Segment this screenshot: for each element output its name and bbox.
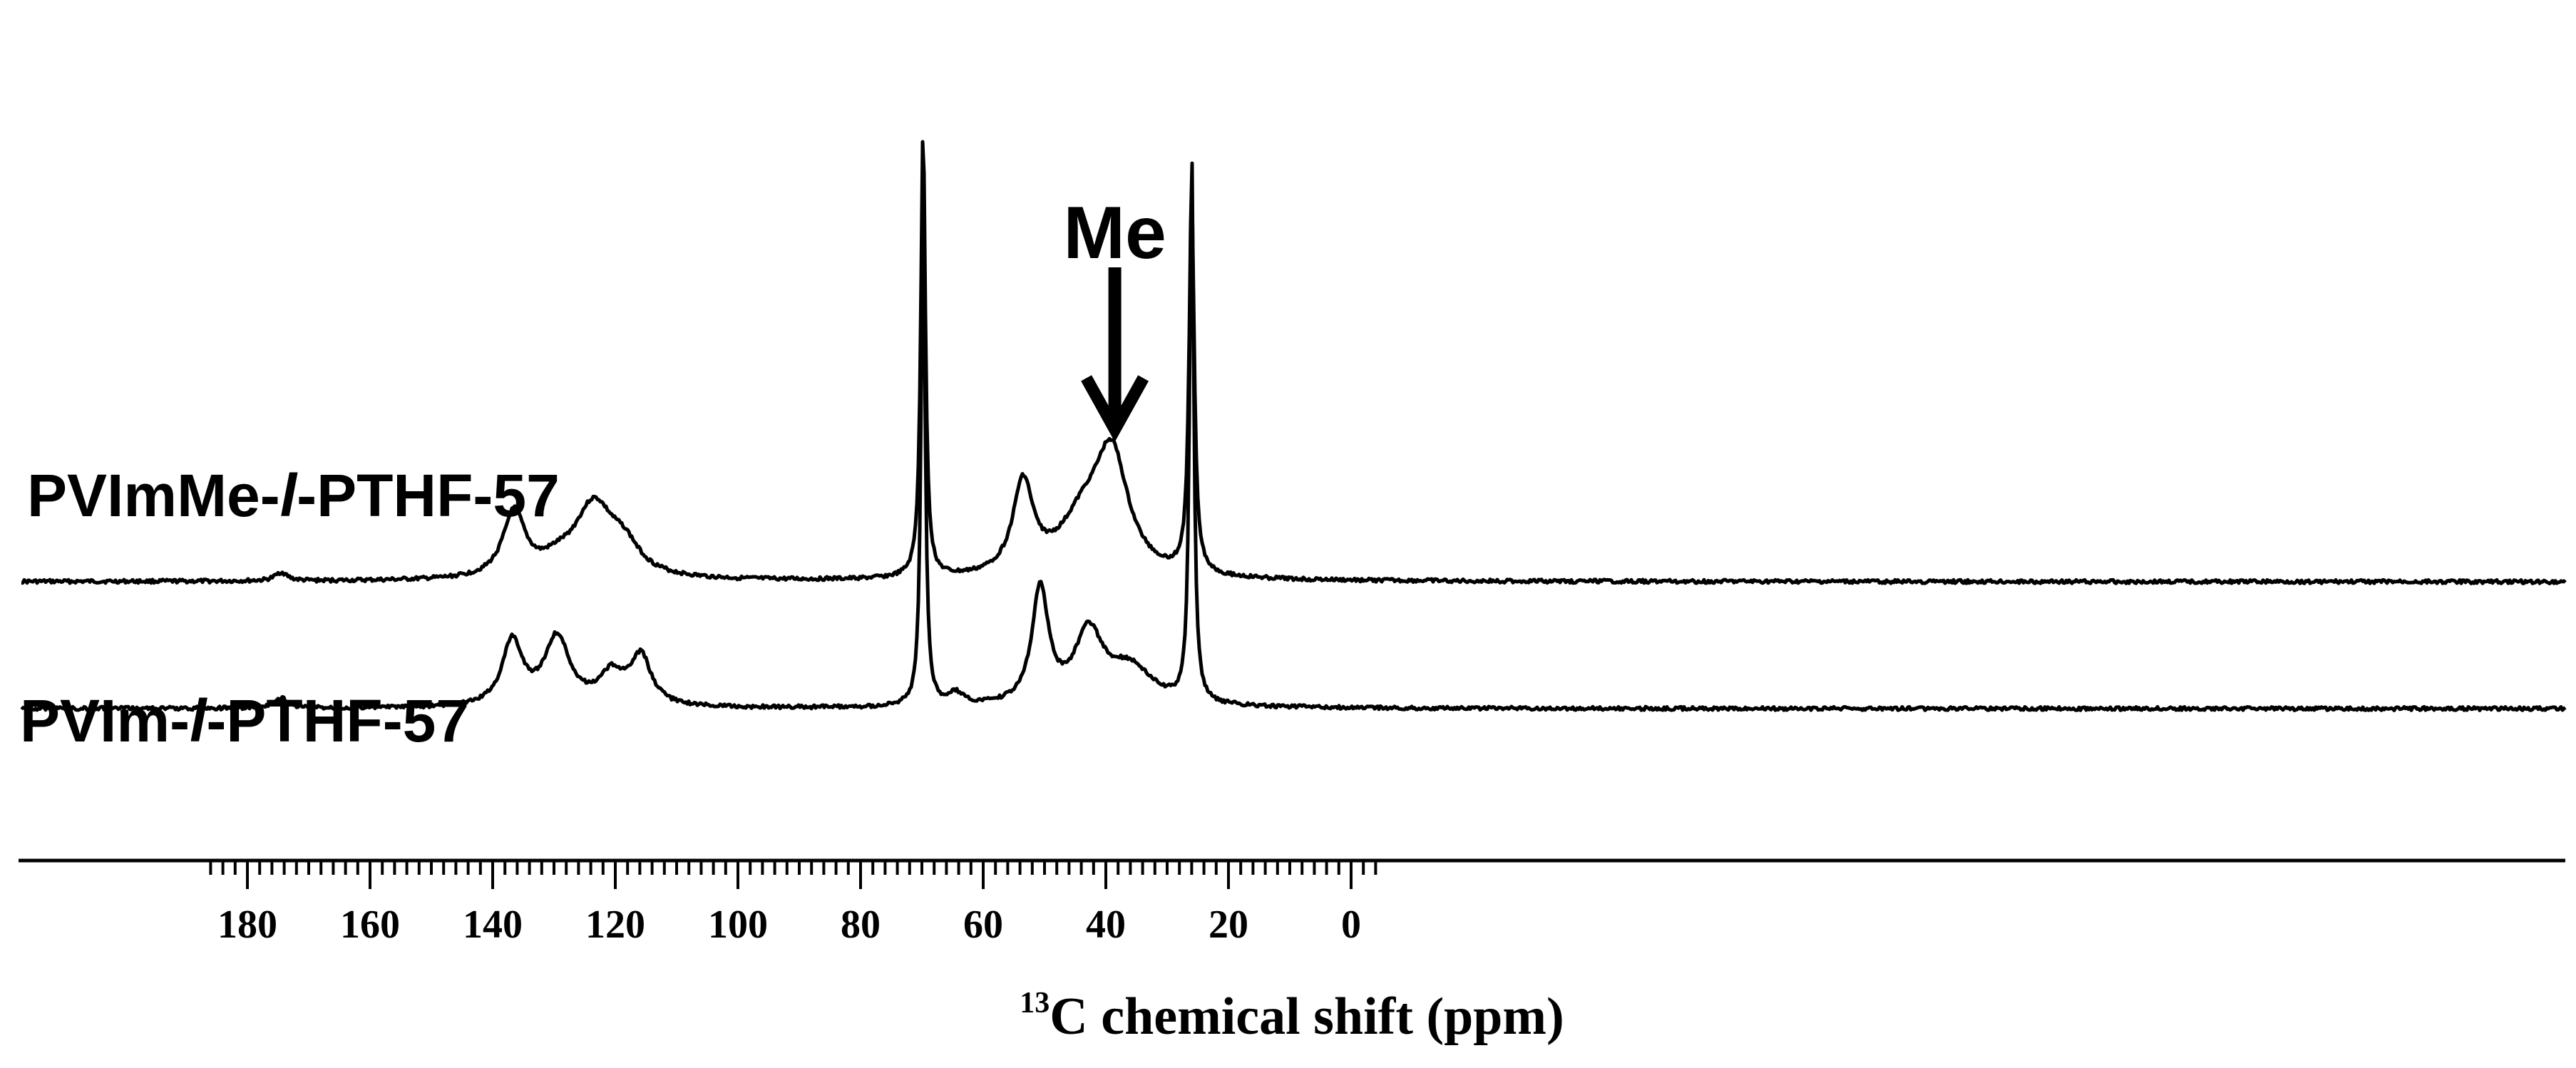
series-label-pvim: PVIm-l-PTHF-57 [20, 687, 469, 754]
x-tick-label: 140 [463, 903, 523, 947]
spectrum-traces [20, 140, 2567, 712]
x-tick-label: 160 [340, 903, 400, 947]
x-tick-label: 40 [1086, 903, 1126, 947]
x-tick-label: 0 [1341, 903, 1361, 947]
spectrum-trace-pvim [20, 161, 2567, 712]
x-axis-title: 13C chemical shift (ppm) [1020, 987, 1564, 1046]
x-tick-label: 120 [585, 903, 645, 947]
series-label-pvimme: PVImMe-l-PTHF-57 [27, 462, 560, 529]
x-tick-label: 100 [708, 903, 768, 947]
x-tick-label: 20 [1209, 903, 1248, 947]
me-annotation: Me [1063, 192, 1166, 442]
x-tick-label: 80 [841, 903, 881, 947]
me-label: Me [1063, 192, 1166, 274]
x-tick-label: 180 [217, 903, 277, 947]
x-axis-ticks [209, 861, 1377, 889]
arrow-head [1081, 375, 1149, 442]
spectrum-trace-pvimme [21, 140, 2567, 585]
x-axis-tick-labels: 180 160 140 120 100 80 60 40 20 0 [217, 903, 1361, 947]
x-tick-label: 60 [963, 903, 1003, 947]
x-axis: 180 160 140 120 100 80 60 40 20 0 [19, 858, 2565, 947]
